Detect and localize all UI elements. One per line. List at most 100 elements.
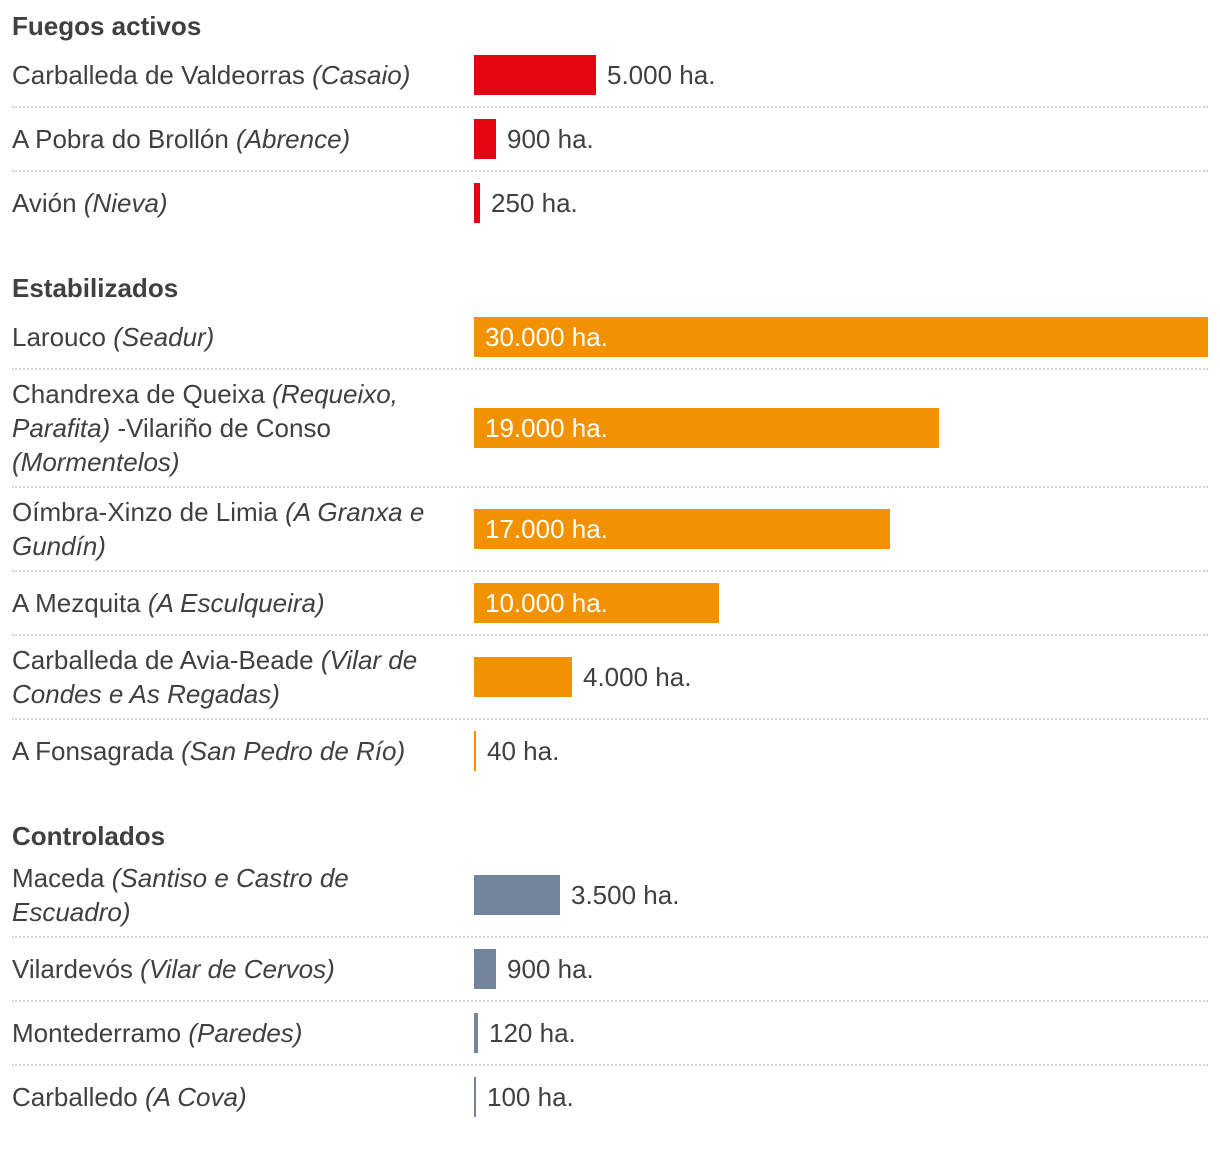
value-label: 900 ha. [507, 124, 594, 154]
row-label: Chandrexa de Queixa (Requeixo, Parafita)… [12, 377, 474, 479]
bar-area: 4.000 ha. [474, 657, 1208, 697]
label-place: (Santiso e Castro de Escuadro) [12, 863, 349, 927]
label-municipality: Maceda [12, 863, 112, 893]
bar-row: A Pobra do Brollón (Abrence) 900 ha. [12, 108, 1208, 172]
bar-row: Montederramo (Paredes) 120 ha. [12, 1002, 1208, 1066]
bar [474, 408, 939, 448]
group-title: Estabilizados [12, 273, 179, 303]
row-label: Montederramo (Paredes) [12, 1016, 474, 1050]
row-label: Vilardevós (Vilar de Cervos) [12, 952, 474, 986]
value-label: 10.000 ha. [485, 588, 608, 618]
bar-area: 5.000 ha. [474, 55, 1208, 95]
bar [474, 119, 496, 159]
value-label: 17.000 ha. [485, 514, 608, 544]
bar-area: 30.000 ha. [474, 317, 1208, 357]
label-place: (Vilar de Cervos) [140, 954, 335, 984]
bar-row: Oímbra-Xinzo de Limia (A Granxa e Gundín… [12, 488, 1208, 572]
label-place: (Nieva) [83, 188, 168, 218]
label-place: (San Pedro de Río) [181, 736, 406, 766]
bar-row: Chandrexa de Queixa (Requeixo, Parafita)… [12, 370, 1208, 488]
label-municipality: Oímbra-Xinzo de Limia [12, 497, 286, 527]
bar-area: 3.500 ha. [474, 875, 1208, 915]
value-label: 30.000 ha. [485, 322, 608, 352]
label-municipality: Avión [12, 188, 84, 218]
bar [474, 55, 596, 95]
bar [474, 1077, 476, 1117]
label-place: (A Granxa e Gundín) [12, 497, 425, 561]
label-municipality: Vilardevós [12, 954, 141, 984]
bar [474, 583, 719, 623]
row-label: Carballeda de Valdeorras (Casaio) [12, 58, 474, 92]
bar-row: Carballeda de Avia-Beade (Vilar de Conde… [12, 636, 1208, 720]
label-place: (Requeixo, Parafita) [12, 379, 398, 443]
bar [474, 949, 496, 989]
bar-row: Carballeda de Valdeorras (Casaio) 5.000 h… [12, 44, 1208, 108]
group-2: Controlados Maceda (Santiso e Castro de E… [12, 818, 1208, 1128]
bar [474, 1013, 478, 1053]
bar-row: Carballedo (A Cova) 100 ha. [12, 1066, 1208, 1128]
label-place: (Casaio) [312, 60, 411, 90]
bar [474, 183, 480, 223]
bar-area: 17.000 ha. [474, 509, 1208, 549]
label-municipality: Carballeda de Valdeorras [12, 60, 313, 90]
value-label: 3.500 ha. [571, 880, 680, 910]
row-label: Larouco (Seadur) [12, 320, 474, 354]
group-1: Estabilizados Larouco (Seadur) 30.000 ha. C… [12, 270, 1208, 782]
value-label: 120 ha. [489, 1018, 576, 1048]
label-place: (Abrence) [236, 124, 351, 154]
group-0: Fuegos activos Carballeda de Valdeorras (… [12, 8, 1208, 234]
label-municipality: -Vilariño de Conso [110, 413, 331, 443]
row-label: Carballeda de Avia-Beade (Vilar de Conde… [12, 643, 474, 711]
bar [474, 657, 572, 697]
value-label: 100 ha. [487, 1082, 574, 1112]
value-label: 250 ha. [491, 188, 578, 218]
bar-row: Avión (Nieva) 250 ha. [12, 172, 1208, 234]
label-place: (Paredes) [188, 1018, 303, 1048]
label-municipality: Chandrexa de Queixa [12, 379, 273, 409]
bar [474, 875, 560, 915]
value-label: 40 ha. [487, 736, 560, 766]
bar-area: 250 ha. [474, 183, 1208, 223]
row-label: A Fonsagrada (San Pedro de Río) [12, 734, 474, 768]
bar-chart: Fuegos activos Carballeda de Valdeorras (… [12, 8, 1208, 1164]
label-municipality: Carballedo [12, 1082, 145, 1112]
row-label: Maceda (Santiso e Castro de Escuadro) [12, 861, 474, 929]
label-municipality: Montederramo [12, 1018, 189, 1048]
bar-row: A Mezquita (A Esculqueira) 10.000 ha. [12, 572, 1208, 636]
label-municipality: Larouco [12, 322, 114, 352]
label-place: (Mormentelos) [12, 447, 180, 477]
label-municipality: A Fonsagrada [12, 736, 182, 766]
bar-row: A Fonsagrada (San Pedro de Río) 40 ha. [12, 720, 1208, 782]
bar-row: Maceda (Santiso e Castro de Escuadro) 3.5… [12, 854, 1208, 938]
row-label: A Mezquita (A Esculqueira) [12, 586, 474, 620]
bar-area: 10.000 ha. [474, 583, 1208, 623]
bar-area: 900 ha. [474, 949, 1208, 989]
value-label: 19.000 ha. [485, 413, 608, 443]
label-municipality: Carballeda de Avia-Beade [12, 645, 321, 675]
group-title: Controlados [12, 821, 166, 851]
bar [474, 317, 1208, 357]
group-title: Fuegos activos [12, 11, 202, 41]
bar-area: 100 ha. [474, 1077, 1208, 1117]
bar-area: 120 ha. [474, 1013, 1208, 1053]
value-label: 5.000 ha. [607, 60, 716, 90]
bar [474, 509, 890, 549]
bar-area: 19.000 ha. [474, 408, 1208, 448]
label-place: (A Cova) [144, 1082, 247, 1112]
row-label: Avión (Nieva) [12, 186, 474, 220]
bar-area: 40 ha. [474, 731, 1208, 771]
row-label: A Pobra do Brollón (Abrence) [12, 122, 474, 156]
row-label: Oímbra-Xinzo de Limia (A Granxa e Gundín… [12, 495, 474, 563]
label-municipality: A Mezquita [12, 588, 148, 618]
label-place: (Vilar de Condes e As Regadas) [12, 645, 418, 709]
label-municipality: A Pobra do Brollón [12, 124, 237, 154]
row-label: Carballedo (A Cova) [12, 1080, 474, 1114]
bar-area: 900 ha. [474, 119, 1208, 159]
value-label: 4.000 ha. [583, 662, 692, 692]
bar-row: Larouco (Seadur) 30.000 ha. [12, 306, 1208, 370]
value-label: 900 ha. [507, 954, 594, 984]
bar-row: Vilardevós (Vilar de Cervos) 900 ha. [12, 938, 1208, 1002]
bar [474, 731, 476, 771]
label-place: (Seadur) [113, 322, 215, 352]
label-place: (A Esculqueira) [147, 588, 325, 618]
